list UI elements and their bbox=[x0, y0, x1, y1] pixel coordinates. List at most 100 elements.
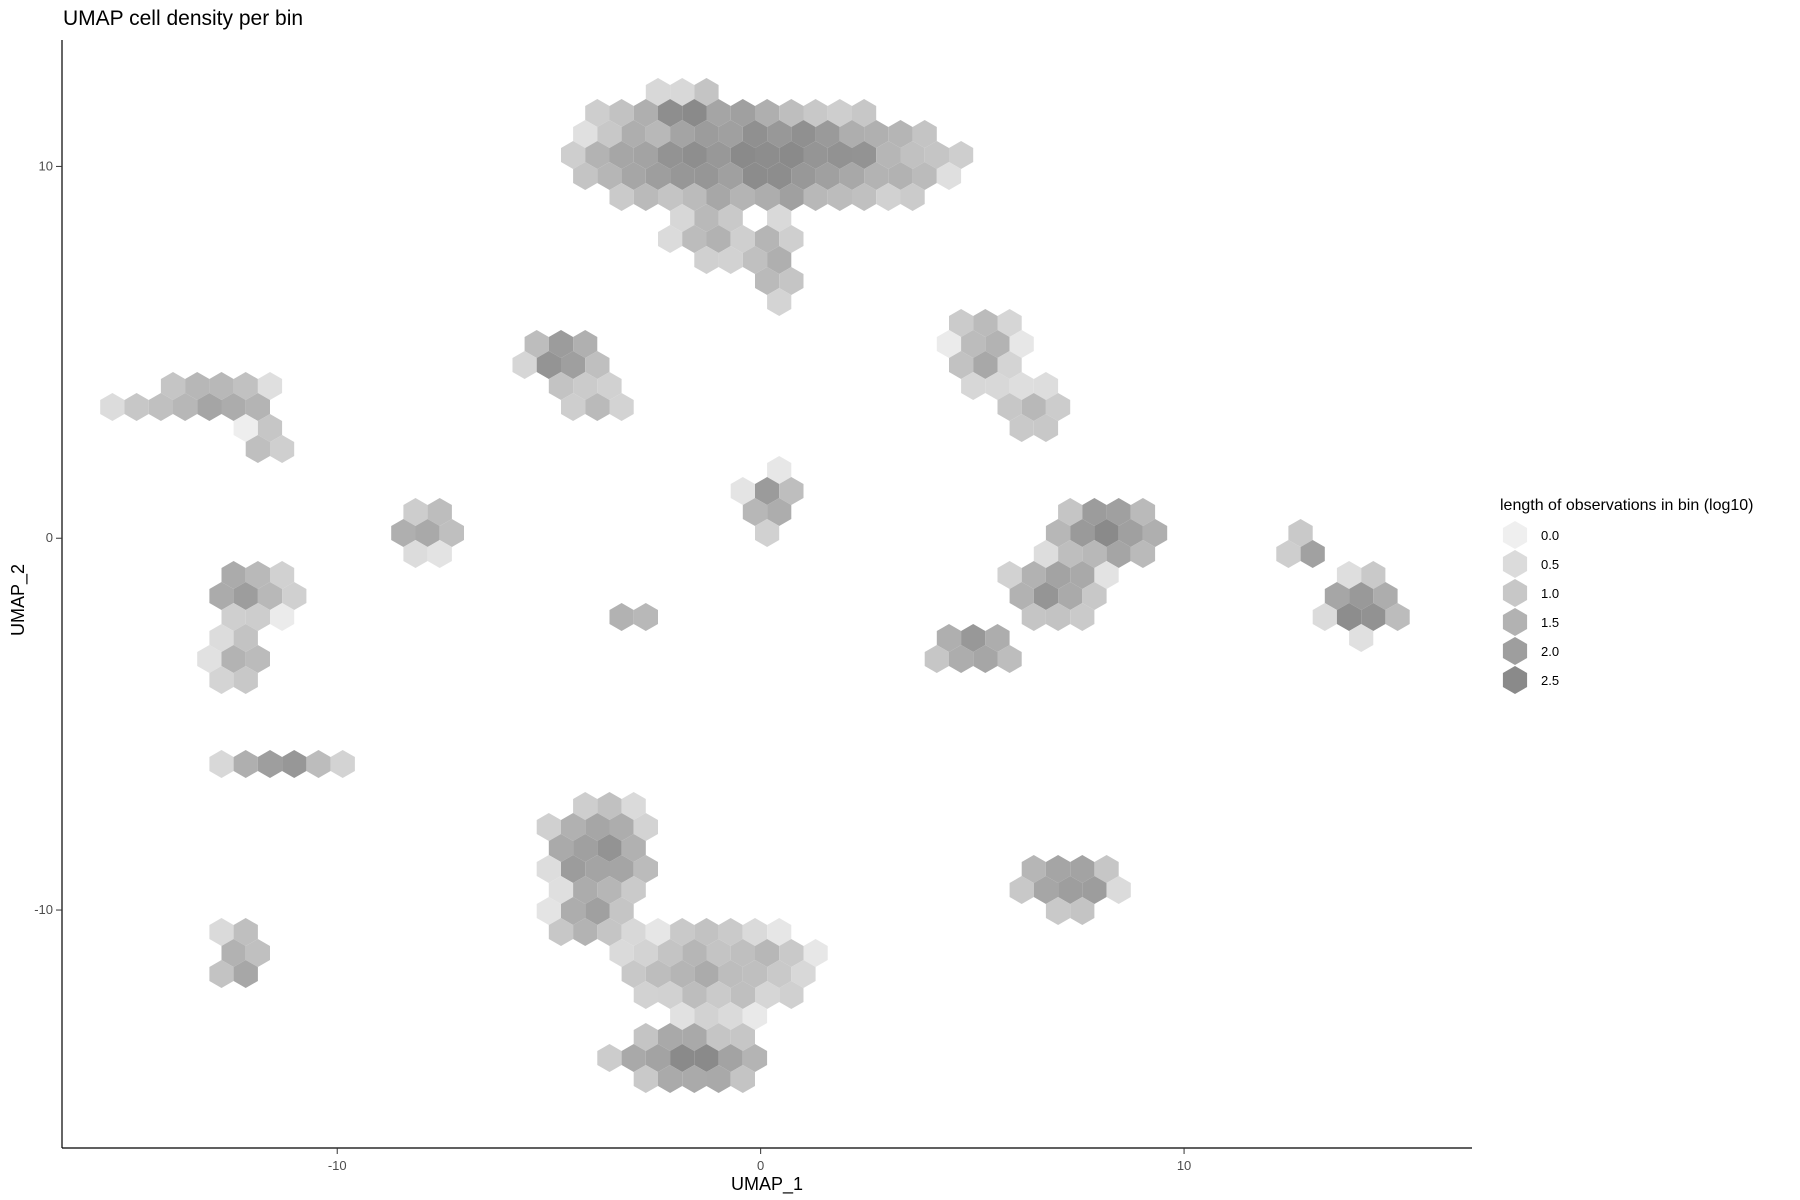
hex-bin bbox=[1106, 876, 1131, 904]
hex-bin bbox=[197, 393, 222, 421]
legend-key-label: 2.0 bbox=[1541, 644, 1559, 659]
hex-bin bbox=[609, 939, 634, 967]
hex-bin bbox=[718, 960, 743, 988]
hex-bin bbox=[779, 99, 804, 127]
hex-bin bbox=[755, 141, 780, 169]
hex-bin bbox=[1130, 540, 1156, 568]
hex-bin bbox=[512, 351, 537, 379]
hex-bin bbox=[718, 162, 743, 190]
hex-bin bbox=[609, 99, 634, 127]
hex-bin bbox=[233, 624, 258, 652]
hex-bin bbox=[949, 309, 974, 337]
hex-bin bbox=[767, 204, 792, 232]
hex-bin bbox=[221, 603, 246, 631]
hex-bin bbox=[730, 1023, 755, 1051]
hex-bin bbox=[827, 99, 852, 127]
hex-bin bbox=[609, 813, 634, 841]
hex-bin bbox=[694, 204, 719, 232]
hex-bin bbox=[233, 582, 258, 610]
hex-bin bbox=[1033, 876, 1059, 904]
hex-bin bbox=[573, 918, 598, 946]
hex-bin bbox=[1276, 540, 1301, 568]
hex-bin bbox=[694, 246, 719, 274]
x-tick-label: 10 bbox=[1177, 1158, 1191, 1173]
hex-bin bbox=[670, 78, 695, 106]
hex-bin bbox=[1058, 498, 1083, 526]
hex-bin bbox=[997, 645, 1022, 673]
hex-bin bbox=[633, 855, 658, 883]
hex-bin bbox=[961, 330, 986, 358]
hex-bin bbox=[1312, 603, 1337, 631]
hex-bin bbox=[767, 162, 792, 190]
hex-bin bbox=[585, 351, 610, 379]
hex-bin bbox=[536, 813, 561, 841]
hex-bin bbox=[1300, 540, 1325, 568]
hex-bin bbox=[427, 540, 452, 568]
hex-bin bbox=[621, 876, 646, 904]
hex-bin bbox=[1058, 582, 1083, 610]
hex-bin bbox=[245, 393, 270, 421]
hex-bin bbox=[852, 99, 877, 127]
hex-bin bbox=[779, 939, 804, 967]
hex-bin bbox=[1058, 540, 1083, 568]
hex-bin bbox=[961, 624, 986, 652]
hex-bin bbox=[1045, 519, 1071, 547]
hex-bin bbox=[755, 981, 780, 1009]
hex-bin bbox=[245, 435, 270, 463]
hex-bin bbox=[936, 162, 962, 190]
hex-bin bbox=[936, 330, 962, 358]
hex-bin bbox=[645, 162, 671, 190]
hex-bin bbox=[621, 918, 646, 946]
hex-bin bbox=[1106, 540, 1131, 568]
hex-bin bbox=[997, 561, 1022, 589]
hex-bin bbox=[839, 120, 865, 148]
hex-bin bbox=[670, 1044, 695, 1072]
hex-bin bbox=[1021, 393, 1046, 421]
hex-bin bbox=[936, 624, 962, 652]
hex-bin bbox=[391, 519, 416, 547]
hex-bin bbox=[1033, 540, 1059, 568]
hex-bin bbox=[755, 939, 780, 967]
hex-bin bbox=[706, 99, 731, 127]
hex-bin bbox=[633, 813, 658, 841]
hex-bin bbox=[561, 813, 586, 841]
y-axis-title: UMAP_2 bbox=[8, 564, 29, 636]
hex-bin bbox=[633, 183, 658, 211]
hex-bin bbox=[779, 183, 804, 211]
hex-bin bbox=[912, 162, 937, 190]
hex-bin bbox=[633, 1023, 658, 1051]
hex-bin bbox=[633, 981, 658, 1009]
hex-bin bbox=[621, 960, 646, 988]
hex-bin bbox=[585, 393, 610, 421]
hex-bin bbox=[718, 120, 743, 148]
hex-bin bbox=[209, 918, 234, 946]
hex-bin bbox=[173, 393, 198, 421]
x-tick-label: -10 bbox=[328, 1158, 347, 1173]
hex-bin bbox=[912, 120, 937, 148]
hex-bin bbox=[597, 918, 622, 946]
hex-bin bbox=[742, 498, 768, 526]
hex-bin bbox=[742, 960, 768, 988]
hex-bin bbox=[573, 834, 598, 862]
hex-bin bbox=[197, 645, 222, 673]
hex-bin bbox=[767, 456, 792, 484]
hex-bin bbox=[1288, 519, 1313, 547]
hex-bin bbox=[730, 141, 755, 169]
hex-bin bbox=[633, 141, 658, 169]
hex-bin bbox=[827, 183, 852, 211]
hex-bin bbox=[100, 393, 125, 421]
hex-bin bbox=[670, 162, 695, 190]
hex-bin bbox=[742, 162, 768, 190]
hex-bin bbox=[270, 561, 295, 589]
hex-bin bbox=[658, 981, 683, 1009]
hex-bin bbox=[536, 351, 561, 379]
y-tick-label: -10 bbox=[34, 902, 53, 917]
hex-bin bbox=[306, 750, 331, 778]
hex-bin bbox=[682, 99, 707, 127]
hex-bin bbox=[949, 141, 974, 169]
y-axis-ticks: -10 0 10 bbox=[34, 158, 62, 917]
hex-bin bbox=[1045, 855, 1071, 883]
hex-bin bbox=[779, 477, 804, 505]
hex-bin bbox=[1045, 897, 1071, 925]
hex-bin bbox=[1082, 540, 1107, 568]
